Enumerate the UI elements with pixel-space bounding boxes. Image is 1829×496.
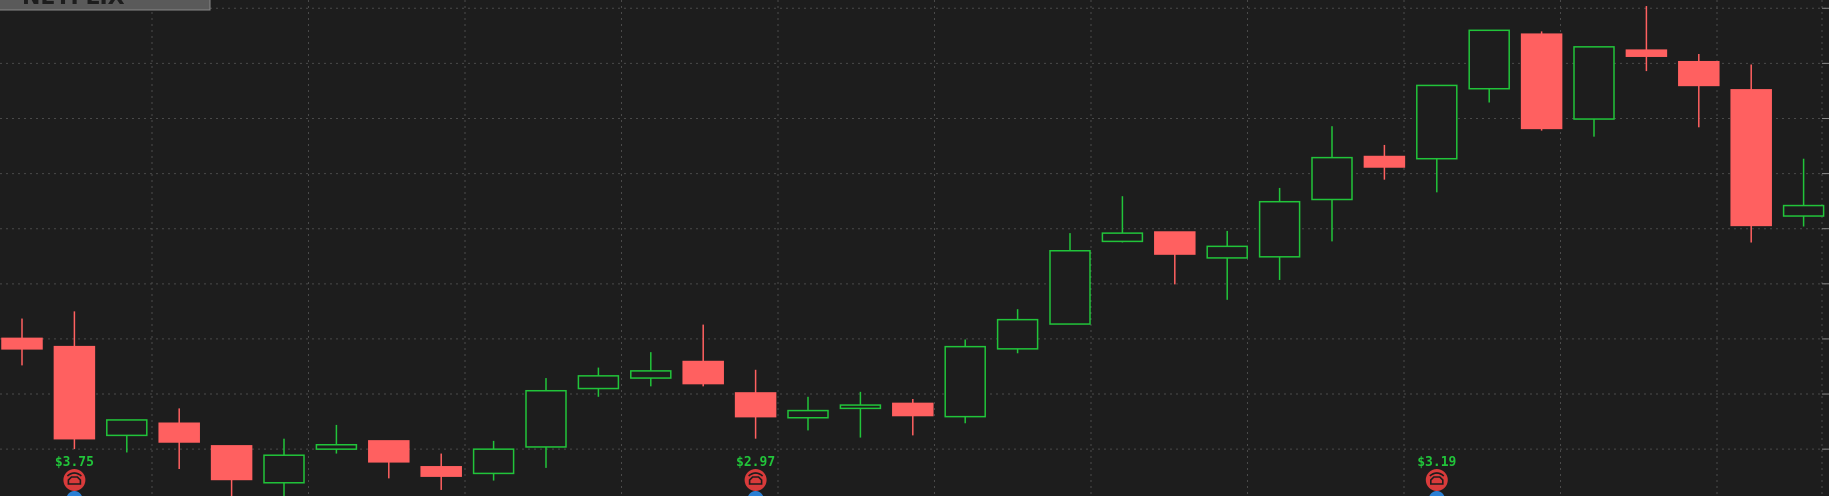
candle-body <box>53 345 96 440</box>
earnings-icon-phone <box>66 472 82 485</box>
candle-body <box>472 448 515 475</box>
logo: NETFLIX <box>22 0 125 10</box>
candle-body <box>1678 60 1720 87</box>
candle-body <box>106 419 148 437</box>
candle-body <box>1258 200 1301 258</box>
earnings-label: $3.19 <box>1417 455 1456 470</box>
candle-body <box>1625 49 1668 57</box>
candle-body <box>368 440 410 463</box>
candle-body <box>1049 250 1091 325</box>
earnings-icon-phone <box>1429 472 1445 485</box>
candle-body <box>263 454 305 484</box>
candle-body <box>682 360 724 385</box>
candle-body <box>787 409 829 419</box>
candle-body <box>1311 156 1353 201</box>
candle-body <box>892 402 934 417</box>
candle-body <box>944 345 986 418</box>
candle-body <box>158 422 200 443</box>
logo-box <box>0 0 211 11</box>
candle-body <box>1573 46 1615 120</box>
candle-body <box>734 392 777 418</box>
earnings-label: $2.97 <box>736 455 775 470</box>
candle-body <box>315 443 358 450</box>
candle-body <box>1782 204 1825 217</box>
earnings-marker <box>1429 491 1445 496</box>
candle-body <box>1154 231 1196 255</box>
candle-body <box>1101 232 1144 243</box>
candle-body <box>577 375 620 390</box>
candle-body <box>1416 84 1458 160</box>
candle-body <box>420 466 462 477</box>
earnings-icon-phone <box>748 472 764 485</box>
candle-body <box>1520 33 1563 130</box>
candle-body <box>525 389 567 448</box>
candle-body <box>1468 29 1510 90</box>
candle-body <box>1363 155 1406 168</box>
earnings-label: $3.75 <box>55 455 94 470</box>
candle-body <box>1730 89 1772 227</box>
candle-body <box>839 404 882 410</box>
candle-body <box>1 337 43 350</box>
candle-body <box>210 445 253 481</box>
earnings-marker <box>748 491 764 496</box>
candle-body <box>996 318 1039 350</box>
candle-body <box>1206 245 1248 259</box>
candle-body <box>630 370 672 379</box>
earnings-marker <box>66 491 82 496</box>
